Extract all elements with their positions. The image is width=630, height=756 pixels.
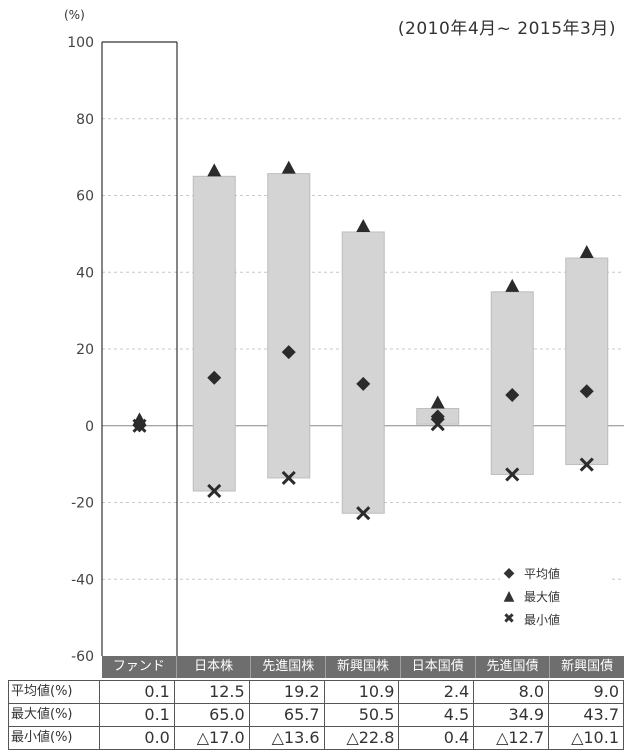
legend-item-mean: ◆ 平均値 (500, 563, 610, 583)
table-cell: 0.0 (99, 726, 175, 750)
table-cell: 65.0 (173, 703, 250, 727)
table-row-mean: 平均値(%) 0.1 12.5 19.2 10.9 2.4 8.0 9.0 (8, 680, 624, 704)
period-label: (2010年4月~ 2015年3月) (397, 19, 616, 39)
category-label: 先進国株 (251, 656, 327, 678)
table-cell: 0.4 (398, 726, 475, 750)
table-cell: △17.0 (173, 726, 250, 750)
table-row-min: 最小値(%) 0.0 △17.0 △13.6 △22.8 0.4 △12.7 △… (8, 726, 624, 750)
diamond-icon: ◆ (503, 565, 515, 581)
max-marker (281, 160, 296, 174)
table-cell: 19.2 (248, 680, 325, 704)
table-cell: 10.9 (323, 680, 400, 704)
table-cell: 9.0 (548, 680, 624, 704)
category-label: 日本国債 (401, 656, 476, 678)
table-cell: 12.5 (173, 680, 250, 704)
table-cell: 0.1 (99, 703, 175, 727)
min-marker (430, 417, 445, 432)
table-cell: 8.0 (473, 680, 550, 704)
range-bar (565, 257, 609, 466)
category-label: 先進国債 (476, 656, 551, 678)
category-header-band: ファンド 日本株 先進国株 新興国株 日本国債 先進国債 新興国債 (102, 656, 624, 678)
max-marker (356, 218, 371, 232)
mean-marker (207, 370, 222, 385)
mean-marker (356, 376, 371, 391)
min-marker (505, 467, 520, 482)
max-marker (207, 163, 222, 177)
table-cell: △10.1 (548, 726, 624, 750)
category-label: ファンド (102, 656, 177, 678)
range-bar (341, 231, 385, 514)
mean-marker (505, 388, 520, 403)
table-cell: 43.7 (548, 703, 624, 727)
range-bar (490, 291, 534, 475)
table-cell: △13.6 (248, 726, 325, 750)
y-tick-label: 0 (85, 419, 94, 435)
min-marker (281, 470, 296, 486)
row-label: 最大値(%) (8, 703, 100, 727)
legend: ◆ 平均値 ▲ 最大値 ✖ 最小値 (500, 560, 610, 632)
y-tick-label: 40 (76, 265, 94, 281)
y-unit-label: (%) (64, 8, 85, 22)
y-tick-label: 60 (76, 189, 94, 205)
max-marker (579, 245, 594, 259)
triangle-icon: ▲ (503, 588, 515, 604)
table-cell: △12.7 (473, 726, 550, 750)
table-cell: 34.9 (473, 703, 550, 727)
row-label: 最小値(%) (8, 726, 100, 750)
y-tick-label: 100 (67, 35, 94, 51)
table-cell: △22.8 (323, 726, 400, 750)
legend-label: 最小値 (524, 612, 561, 627)
table-cell: 4.5 (398, 703, 475, 727)
table-cell: 2.4 (398, 680, 475, 704)
cross-icon: ✖ (503, 611, 515, 627)
y-tick-label: -40 (71, 572, 94, 588)
min-marker (356, 506, 371, 521)
y-tick-label: -20 (71, 496, 94, 512)
category-label: 新興国債 (561, 659, 614, 674)
y-tick-label: 20 (76, 342, 94, 358)
table-cell: 50.5 (323, 703, 400, 727)
range-bar (192, 175, 236, 492)
y-tick-label: -60 (71, 649, 94, 665)
min-marker (207, 483, 222, 499)
min-marker (132, 418, 147, 433)
legend-item-min: ✖ 最小値 (500, 609, 610, 629)
legend-label: 最大値 (524, 589, 561, 604)
max-marker (505, 278, 520, 292)
category-label: 日本株 (177, 656, 252, 678)
legend-item-max: ▲ 最大値 (500, 586, 610, 606)
min-marker (579, 457, 594, 472)
table-cell: 65.7 (248, 703, 325, 727)
mean-marker (579, 384, 594, 399)
table-row-max: 最大値(%) 0.1 65.0 65.7 50.5 4.5 34.9 43.7 (8, 703, 624, 727)
row-label: 平均値(%) (8, 680, 100, 704)
category-label: 新興国株 (326, 656, 401, 678)
legend-label: 平均値 (524, 566, 561, 581)
mean-marker (281, 345, 296, 360)
range-bar (267, 173, 311, 479)
max-marker (430, 395, 445, 409)
table-cell: 0.1 (99, 680, 175, 704)
stats-table: 平均値(%) 0.1 12.5 19.2 10.9 2.4 8.0 9.0 最大… (8, 680, 624, 750)
y-tick-label: 80 (76, 112, 94, 128)
